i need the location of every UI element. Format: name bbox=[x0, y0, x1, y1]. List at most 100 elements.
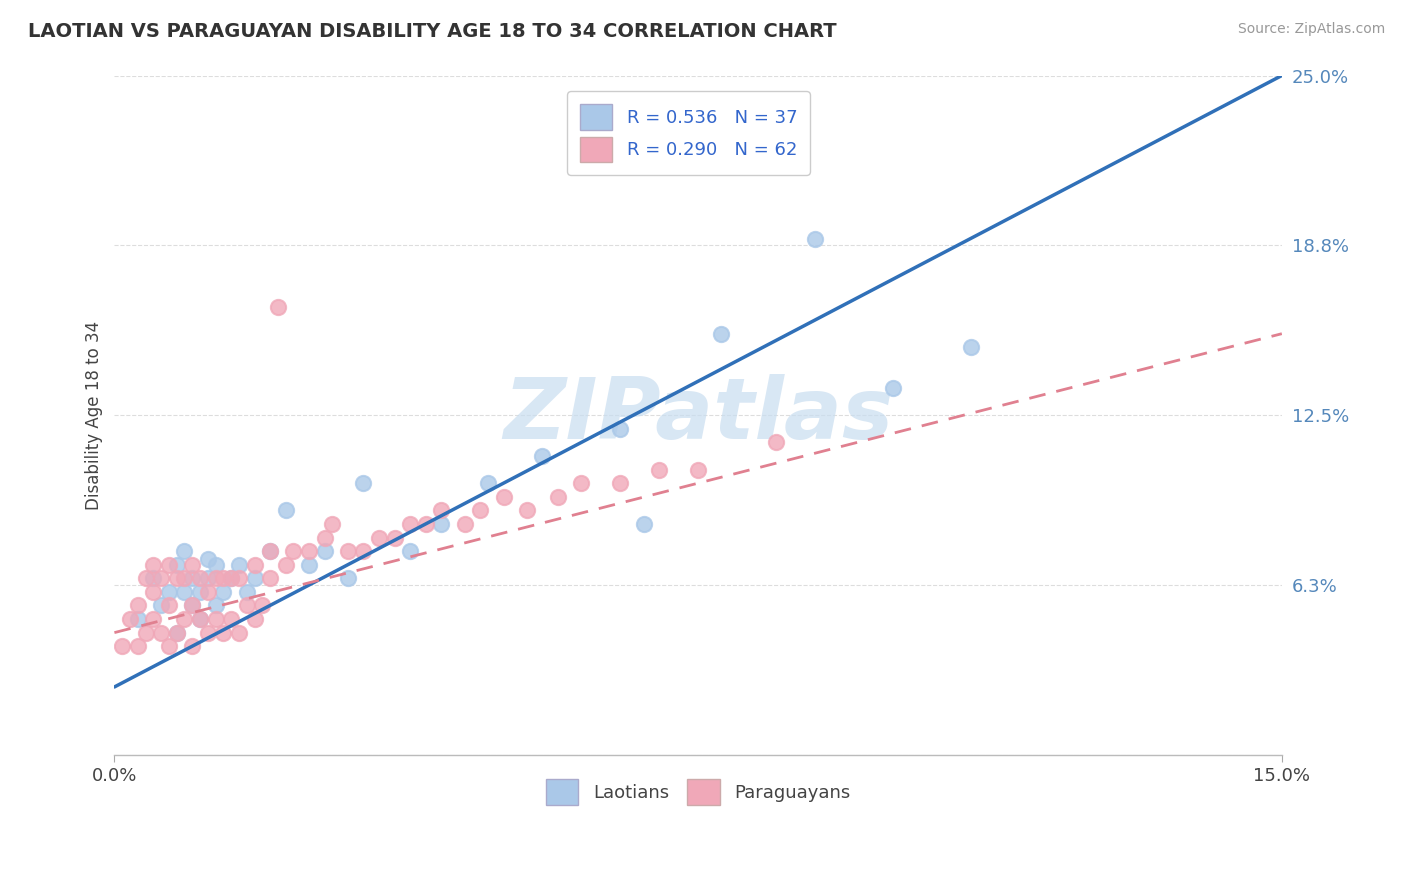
Point bbox=[142, 612, 165, 626]
Point bbox=[135, 571, 157, 585]
Point bbox=[259, 571, 281, 585]
Point bbox=[204, 571, 226, 585]
Point bbox=[298, 544, 321, 558]
Point bbox=[181, 599, 204, 613]
Point bbox=[959, 340, 981, 354]
Point bbox=[399, 516, 422, 531]
Y-axis label: Disability Age 18 to 34: Disability Age 18 to 34 bbox=[86, 320, 103, 509]
Point bbox=[188, 612, 211, 626]
Point bbox=[197, 625, 219, 640]
Point bbox=[321, 516, 343, 531]
Legend: Laotians, Paraguayans: Laotians, Paraguayans bbox=[537, 770, 859, 814]
Point bbox=[157, 558, 180, 572]
Point bbox=[118, 612, 141, 626]
Point bbox=[142, 571, 165, 585]
Point bbox=[259, 544, 281, 558]
Point bbox=[188, 612, 211, 626]
Point bbox=[212, 571, 235, 585]
Point bbox=[804, 231, 827, 245]
Point bbox=[197, 585, 219, 599]
Point bbox=[252, 599, 274, 613]
Point bbox=[157, 639, 180, 653]
Point bbox=[243, 558, 266, 572]
Point bbox=[477, 476, 499, 491]
Point bbox=[609, 422, 631, 436]
Point bbox=[430, 516, 453, 531]
Point bbox=[235, 585, 257, 599]
Point bbox=[212, 625, 235, 640]
Point bbox=[219, 571, 242, 585]
Point bbox=[430, 503, 453, 517]
Point bbox=[688, 462, 710, 476]
Point bbox=[516, 503, 538, 517]
Point bbox=[212, 585, 235, 599]
Point bbox=[453, 516, 475, 531]
Point bbox=[181, 599, 204, 613]
Point bbox=[353, 476, 375, 491]
Point bbox=[353, 544, 375, 558]
Point bbox=[173, 612, 195, 626]
Point bbox=[415, 516, 437, 531]
Point bbox=[336, 571, 359, 585]
Point bbox=[259, 544, 281, 558]
Point bbox=[188, 571, 211, 585]
Point bbox=[298, 558, 321, 572]
Text: Source: ZipAtlas.com: Source: ZipAtlas.com bbox=[1237, 22, 1385, 37]
Point bbox=[204, 599, 226, 613]
Point bbox=[882, 381, 904, 395]
Text: ZIPatlas: ZIPatlas bbox=[503, 374, 893, 457]
Point bbox=[166, 558, 188, 572]
Point bbox=[243, 612, 266, 626]
Point bbox=[173, 544, 195, 558]
Point bbox=[243, 571, 266, 585]
Point bbox=[173, 571, 195, 585]
Point bbox=[142, 585, 165, 599]
Point bbox=[204, 558, 226, 572]
Point bbox=[228, 558, 250, 572]
Point bbox=[470, 503, 492, 517]
Point bbox=[127, 599, 149, 613]
Point bbox=[765, 435, 787, 450]
Point bbox=[492, 490, 515, 504]
Point bbox=[166, 625, 188, 640]
Point bbox=[157, 585, 180, 599]
Point bbox=[127, 612, 149, 626]
Point bbox=[150, 599, 173, 613]
Point bbox=[157, 599, 180, 613]
Point bbox=[609, 476, 631, 491]
Point bbox=[314, 544, 336, 558]
Point bbox=[181, 571, 204, 585]
Point bbox=[633, 516, 655, 531]
Point bbox=[399, 544, 422, 558]
Point bbox=[150, 571, 173, 585]
Point bbox=[710, 326, 733, 341]
Point bbox=[267, 300, 290, 314]
Point bbox=[336, 544, 359, 558]
Point bbox=[142, 558, 165, 572]
Point bbox=[228, 571, 250, 585]
Point bbox=[173, 585, 195, 599]
Point bbox=[219, 571, 242, 585]
Point bbox=[181, 558, 204, 572]
Point bbox=[219, 612, 242, 626]
Point bbox=[648, 462, 671, 476]
Point bbox=[235, 599, 257, 613]
Point bbox=[166, 571, 188, 585]
Point bbox=[111, 639, 134, 653]
Point bbox=[384, 531, 406, 545]
Point bbox=[197, 571, 219, 585]
Point bbox=[135, 625, 157, 640]
Point bbox=[274, 503, 297, 517]
Point bbox=[188, 585, 211, 599]
Point bbox=[571, 476, 593, 491]
Point bbox=[531, 449, 554, 463]
Point bbox=[283, 544, 305, 558]
Point bbox=[547, 490, 569, 504]
Point bbox=[228, 625, 250, 640]
Text: LAOTIAN VS PARAGUAYAN DISABILITY AGE 18 TO 34 CORRELATION CHART: LAOTIAN VS PARAGUAYAN DISABILITY AGE 18 … bbox=[28, 22, 837, 41]
Point bbox=[127, 639, 149, 653]
Point bbox=[274, 558, 297, 572]
Point bbox=[368, 531, 391, 545]
Point bbox=[181, 639, 204, 653]
Point bbox=[204, 612, 226, 626]
